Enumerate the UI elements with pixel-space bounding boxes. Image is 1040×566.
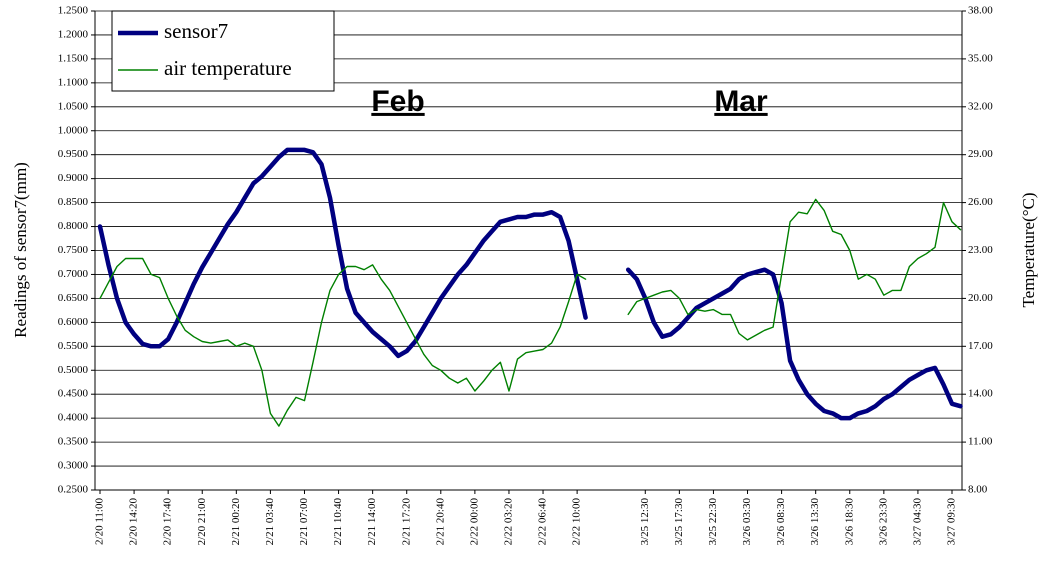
y-tick-label: 0.9500 (58, 148, 89, 160)
x-tick-label: 3/26 18:30 (843, 498, 855, 546)
x-tick-label: 3/26 13:30 (809, 498, 821, 546)
y-axis-title: Readings of sensor7(mm) (11, 162, 30, 338)
y2-tick-label: 29.00 (968, 148, 993, 160)
y-tick-label: 1.0500 (58, 100, 89, 112)
y2-tick-label: 8.00 (968, 484, 988, 496)
x-tick-label: 3/25 12:30 (639, 498, 651, 546)
x-tick-label: 3/26 03:30 (741, 498, 753, 546)
y-tick-label: 0.7000 (58, 268, 89, 280)
annotation: Feb (371, 85, 424, 118)
x-tick-label: 2/21 00:20 (230, 498, 242, 546)
x-tick-label: 2/21 07:00 (298, 498, 310, 546)
x-tick-label: 2/21 03:40 (264, 498, 276, 546)
x-tick-label: 2/21 10:40 (332, 498, 344, 546)
x-tick-label: 3/27 04:30 (911, 498, 923, 546)
y-tick-label: 0.5000 (58, 364, 89, 376)
y2-tick-label: 35.00 (968, 52, 993, 64)
y-tick-label: 0.6000 (58, 316, 89, 328)
y2-tick-label: 32.00 (968, 100, 993, 112)
y-tick-label: 1.1500 (58, 52, 89, 64)
y2-axis-title: Temperature(°C) (1019, 192, 1038, 307)
legend-label: air temperature (164, 56, 292, 80)
y2-tick-label: 14.00 (968, 388, 993, 400)
y-tick-label: 1.2000 (58, 28, 89, 40)
y-tick-label: 0.4500 (58, 388, 89, 400)
y-tick-label: 0.5500 (58, 340, 89, 352)
legend-box (111, 10, 335, 92)
series-line (99, 198, 962, 427)
x-tick-label: 2/20 11:00 (94, 498, 106, 545)
x-tick-label: 2/20 21:00 (196, 498, 208, 546)
y-tick-label: 0.7500 (58, 244, 89, 256)
y2-tick-label: 17.00 (968, 340, 993, 352)
x-tick-label: 2/22 03:20 (502, 498, 514, 546)
y-tick-label: 0.2500 (58, 484, 89, 496)
x-tick-label: 3/25 22:30 (707, 498, 719, 546)
x-tick-label: 2/20 17:40 (162, 498, 174, 546)
annotation: Mar (714, 85, 768, 118)
x-tick-label: 3/26 08:30 (775, 498, 787, 546)
y2-tick-label: 23.00 (968, 244, 993, 256)
x-tick-label: 2/21 14:00 (366, 498, 378, 546)
x-tick-label: 3/27 09:30 (946, 498, 958, 546)
y-tick-label: 1.1000 (58, 76, 89, 88)
y-tick-label: 0.3000 (58, 460, 89, 472)
x-tick-label: 3/25 17:30 (673, 498, 685, 546)
y-tick-label: 0.8500 (58, 196, 89, 208)
x-tick-label: 3/26 23:30 (877, 498, 889, 546)
y2-tick-label: 38.00 (968, 5, 993, 17)
x-tick-label: 2/21 20:40 (434, 498, 446, 546)
x-tick-label: 2/22 06:40 (537, 498, 549, 546)
legend: sensor7 air temperature (111, 10, 335, 92)
x-tick-label: 2/21 17:20 (400, 498, 412, 546)
y-tick-label: 0.4000 (58, 412, 89, 424)
series-line (97, 147, 963, 421)
x-tick-label: 2/20 14:20 (128, 498, 140, 546)
y-tick-label: 0.3500 (58, 436, 89, 448)
legend-label: sensor7 (164, 19, 228, 43)
x-tick-label: 2/22 00:00 (468, 498, 480, 546)
y2-tick-label: 20.00 (968, 292, 993, 304)
y-tick-label: 0.8000 (58, 220, 89, 232)
y-tick-label: 1.2500 (58, 5, 89, 17)
y2-tick-label: 26.00 (968, 196, 993, 208)
y-tick-label: 0.9000 (58, 172, 89, 184)
x-tick-label: 2/22 10:00 (571, 498, 583, 546)
y-tick-label: 1.0000 (58, 124, 89, 136)
y2-tick-label: 11.00 (968, 436, 993, 448)
y-tick-label: 0.6500 (58, 292, 89, 304)
